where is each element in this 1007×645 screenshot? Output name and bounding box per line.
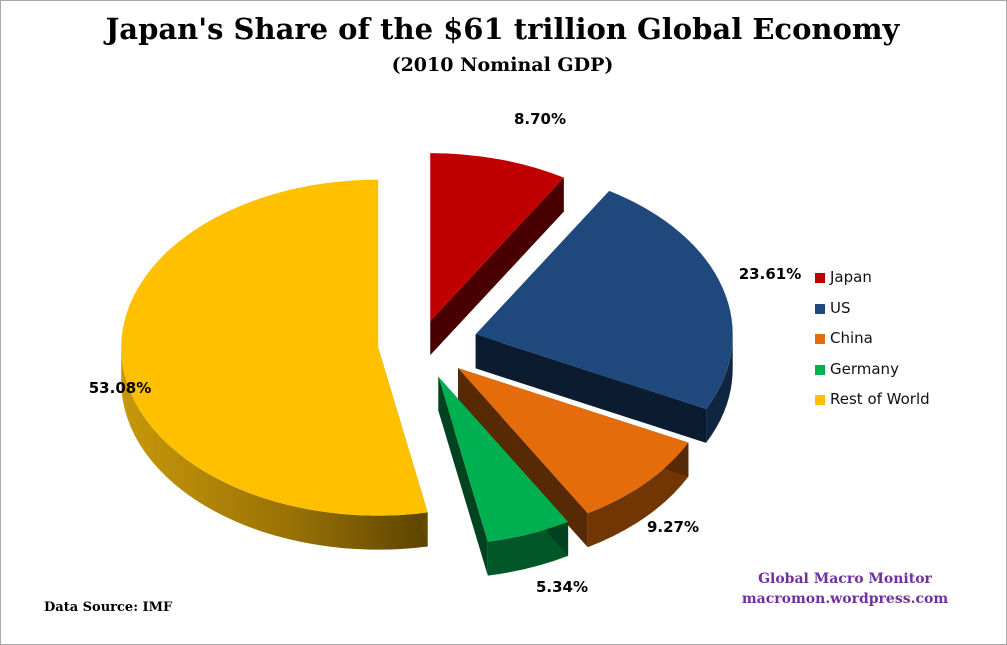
- chart-subtitle: (2010 Nominal GDP): [391, 54, 614, 76]
- legend-swatch-rest-of-world: [815, 395, 825, 405]
- data-label-japan: 8.70%: [514, 110, 566, 128]
- legend-label-rest-of-world: Rest of World: [830, 390, 930, 408]
- slice-china: [458, 368, 689, 514]
- data-labels: 8.70% 23.61% 9.27% 5.34% 53.08%: [89, 110, 801, 596]
- legend-swatch-us: [815, 303, 825, 314]
- credit-line-1: Global Macro Monitor: [758, 571, 932, 587]
- slice-tops: [121, 153, 733, 542]
- slice-cut-wall-japan-end: [430, 177, 564, 356]
- chart-title: Japan's Share of the $61 trillion Global…: [105, 12, 900, 46]
- slice-side-japan: [430, 177, 564, 356]
- legend-item-rest-of-world: Rest of World: [815, 390, 930, 421]
- legend-swatch-japan: [815, 273, 825, 283]
- legend: Japan US China Germany Rest of World: [815, 268, 930, 421]
- legend-swatch-germany: [815, 364, 825, 375]
- slice-outer-wall-china: [587, 442, 689, 548]
- slice-cut-wall-germany-end: [438, 376, 488, 576]
- legend-label-japan: Japan: [830, 268, 872, 286]
- data-source-note: Data Source: IMF: [44, 600, 173, 615]
- slice-outer-wall-rest-of-world: [121, 347, 428, 550]
- slice-germany: [438, 376, 569, 542]
- data-label-rest-of-world: 53.08%: [89, 379, 151, 397]
- legend-item-japan: Japan: [815, 268, 930, 299]
- slice-cut-wall-us-end: [475, 334, 707, 443]
- legend-item-us: US: [815, 299, 930, 330]
- slice-cut-wall-china-end: [458, 368, 588, 548]
- data-label-us: 23.61%: [739, 265, 801, 283]
- legend-label-germany: Germany: [830, 359, 899, 378]
- data-label-germany: 5.34%: [536, 578, 588, 596]
- slice-us: [475, 190, 733, 409]
- credit-line-2: macromon.wordpress.com: [741, 591, 949, 607]
- data-label-china: 9.27%: [647, 518, 699, 536]
- slice-outer-wall-us: [706, 334, 733, 443]
- slice-rest-of-world: [121, 179, 428, 516]
- legend-item-germany: Germany: [815, 360, 930, 391]
- legend-swatch-china: [815, 334, 825, 344]
- slice-outer-wall-germany: [487, 521, 569, 576]
- legend-label-us: US: [830, 298, 851, 317]
- legend-label-china: China: [830, 329, 873, 347]
- slice-japan: [430, 153, 564, 322]
- legend-item-china: China: [815, 329, 930, 360]
- credit-block: Global Macro Monitor macromon.wordpress.…: [740, 569, 950, 609]
